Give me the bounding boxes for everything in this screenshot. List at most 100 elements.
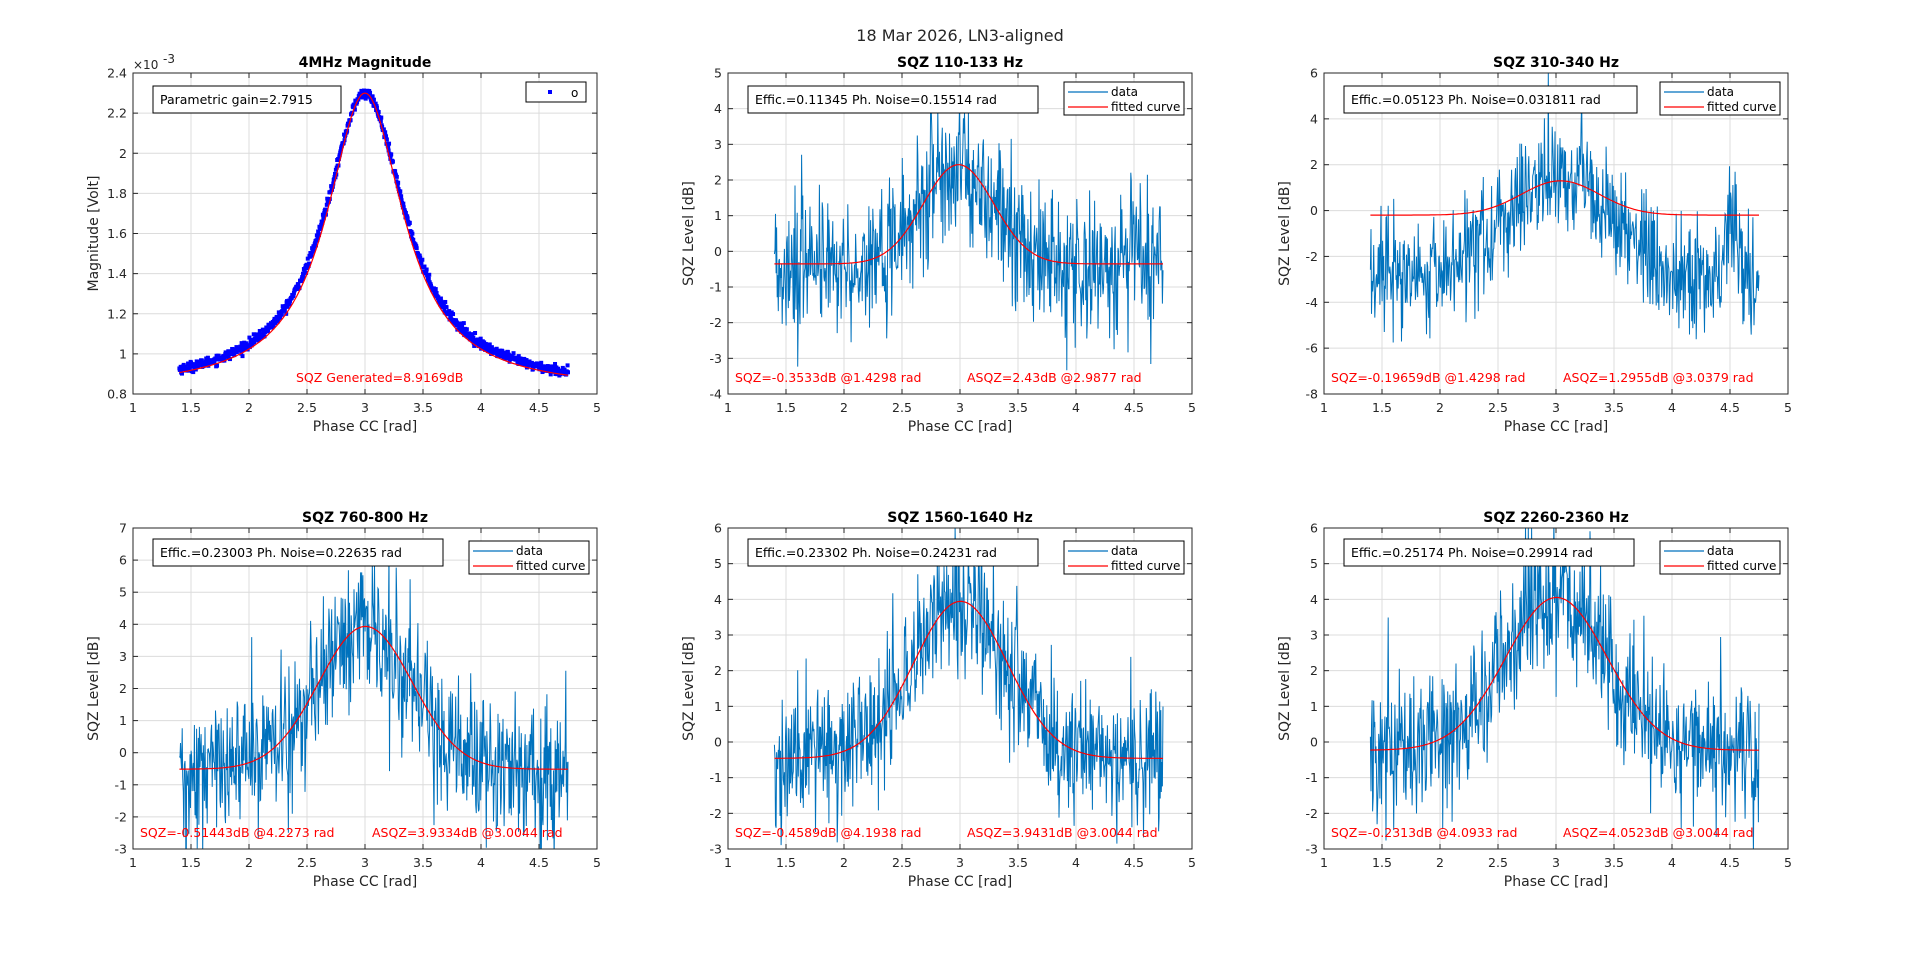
y-tick-label: 2.2 — [107, 106, 127, 121]
data-point — [566, 370, 570, 375]
data-point — [275, 319, 280, 324]
data-point — [386, 148, 391, 153]
data-point — [505, 350, 510, 355]
data-point — [331, 181, 336, 186]
y-tick-label: -3 — [115, 842, 127, 857]
y-tick-label: 2.4 — [107, 66, 127, 81]
x-axis-label: Phase CC [rad] — [313, 419, 417, 435]
data-point — [257, 328, 262, 333]
y-tick-label: 1.8 — [107, 186, 127, 201]
axes-title: SQZ 310-340 Hz — [1493, 55, 1619, 71]
x-tick-label: 2.5 — [297, 855, 317, 870]
y-tick-label: -6 — [1306, 341, 1319, 356]
data-point — [333, 167, 338, 172]
data-point — [551, 369, 556, 374]
data-point — [475, 337, 480, 342]
x-tick-label: 1.5 — [181, 855, 201, 870]
x-tick-label: 1.5 — [776, 400, 796, 415]
data-layer — [177, 88, 570, 378]
info-box — [1343, 538, 1635, 567]
x-tick-label: 1 — [129, 855, 137, 870]
legend-entry-label: o — [571, 86, 578, 100]
data-point — [516, 354, 521, 359]
x-tick-label: 4.5 — [1720, 855, 1740, 870]
y-tick-label: 4 — [1310, 592, 1318, 607]
data-point — [444, 305, 449, 310]
y-tick-label: -8 — [1306, 387, 1319, 402]
data-point — [262, 334, 267, 339]
y-tick-label: 2 — [714, 663, 722, 678]
x-tick-label: 5 — [1784, 400, 1792, 415]
x-tick-label: 4 — [1668, 400, 1676, 415]
y-tick-label: -2 — [1306, 806, 1318, 821]
data-point — [396, 180, 401, 185]
data-point — [424, 267, 429, 272]
data-point — [524, 358, 529, 363]
data-point — [191, 370, 196, 375]
y-tick-label: 0 — [1310, 203, 1318, 218]
y-tick-label: 4 — [1310, 111, 1318, 126]
x-tick-label: 4.5 — [1720, 400, 1740, 415]
data-point — [514, 357, 519, 362]
y-tick-label: 1.6 — [107, 226, 127, 241]
data-point — [500, 349, 505, 354]
axes-5: 1 1.5 2 2.5 3 3.5 4 4.5 5 -3 -2 -1 0 1 2 3 4 5 6 SQZ 1560-1… — [681, 510, 1196, 890]
asqz-annotation: ASQZ=3.9334dB @3.0044 rad — [372, 825, 563, 840]
axes-title: SQZ 1560-1640 Hz — [887, 510, 1033, 526]
info-box — [1343, 85, 1638, 114]
data-point — [527, 359, 532, 364]
data-point — [320, 220, 325, 225]
data-point — [238, 344, 243, 349]
data-point — [373, 101, 378, 106]
x-tick-label: 5 — [1188, 855, 1196, 870]
data-point — [503, 350, 508, 355]
y-tick-label: -1 — [115, 777, 127, 792]
info-box — [152, 538, 444, 567]
y-tick-label: -4 — [710, 387, 723, 402]
sqz-generated-annotation: SQZ Generated=8.9169dB — [296, 370, 463, 385]
data-point — [447, 309, 452, 314]
data-point — [401, 205, 406, 210]
data-point — [339, 143, 344, 148]
data-point — [253, 336, 258, 341]
data-point — [378, 119, 383, 124]
y-tick-label: 1 — [1310, 699, 1318, 714]
y-axis-label: SQZ Level [dB] — [681, 181, 697, 286]
x-axis-label: Phase CC [rad] — [1504, 419, 1608, 435]
data-point — [212, 359, 217, 364]
x-tick-label: 3 — [361, 400, 369, 415]
data-point — [257, 335, 262, 340]
legend-entry-data: data — [1111, 544, 1138, 558]
y-tick-label: -2 — [710, 806, 722, 821]
x-tick-label: 3 — [956, 400, 964, 415]
x-tick-label: 1 — [1320, 855, 1328, 870]
y-tick-label: 3 — [1310, 628, 1318, 643]
y-tick-label: 1 — [714, 699, 722, 714]
fitted-curve-line — [179, 625, 568, 770]
data-point — [313, 243, 318, 248]
axes-title: SQZ 760-800 Hz — [302, 510, 428, 526]
data-point — [329, 187, 334, 192]
axes-4: 1 1.5 2 2.5 3 3.5 4 4.5 5 -3 -2 -1 0 1 2 3 4 5 6 7 SQZ 760-8… — [86, 510, 601, 890]
figure-suptitle: 18 Mar 2026, LN3-aligned — [856, 26, 1063, 45]
data-point — [317, 232, 322, 237]
y-tick-label: 0 — [119, 745, 127, 760]
y-tick-label: 4 — [714, 592, 722, 607]
data-point — [304, 266, 309, 271]
data-point — [396, 187, 401, 192]
info-box-text: Effic.=0.05123 Ph. Noise=0.031811 rad — [1351, 92, 1601, 107]
asqz-annotation: ASQZ=2.43dB @2.9877 rad — [967, 370, 1142, 385]
y-axis-label: SQZ Level [dB] — [681, 636, 697, 741]
legend-entry-data: data — [1111, 85, 1138, 99]
y-tick-label: -3 — [1306, 842, 1318, 857]
asqz-annotation: ASQZ=3.9431dB @3.0044 rad — [967, 825, 1158, 840]
legend-box — [1063, 540, 1185, 575]
data-layer — [1369, 73, 1760, 343]
data-point — [343, 133, 348, 138]
data-point — [215, 363, 220, 368]
y-axis-label: SQZ Level [dB] — [1277, 181, 1293, 286]
data-point — [417, 253, 422, 258]
data-point — [187, 366, 192, 371]
